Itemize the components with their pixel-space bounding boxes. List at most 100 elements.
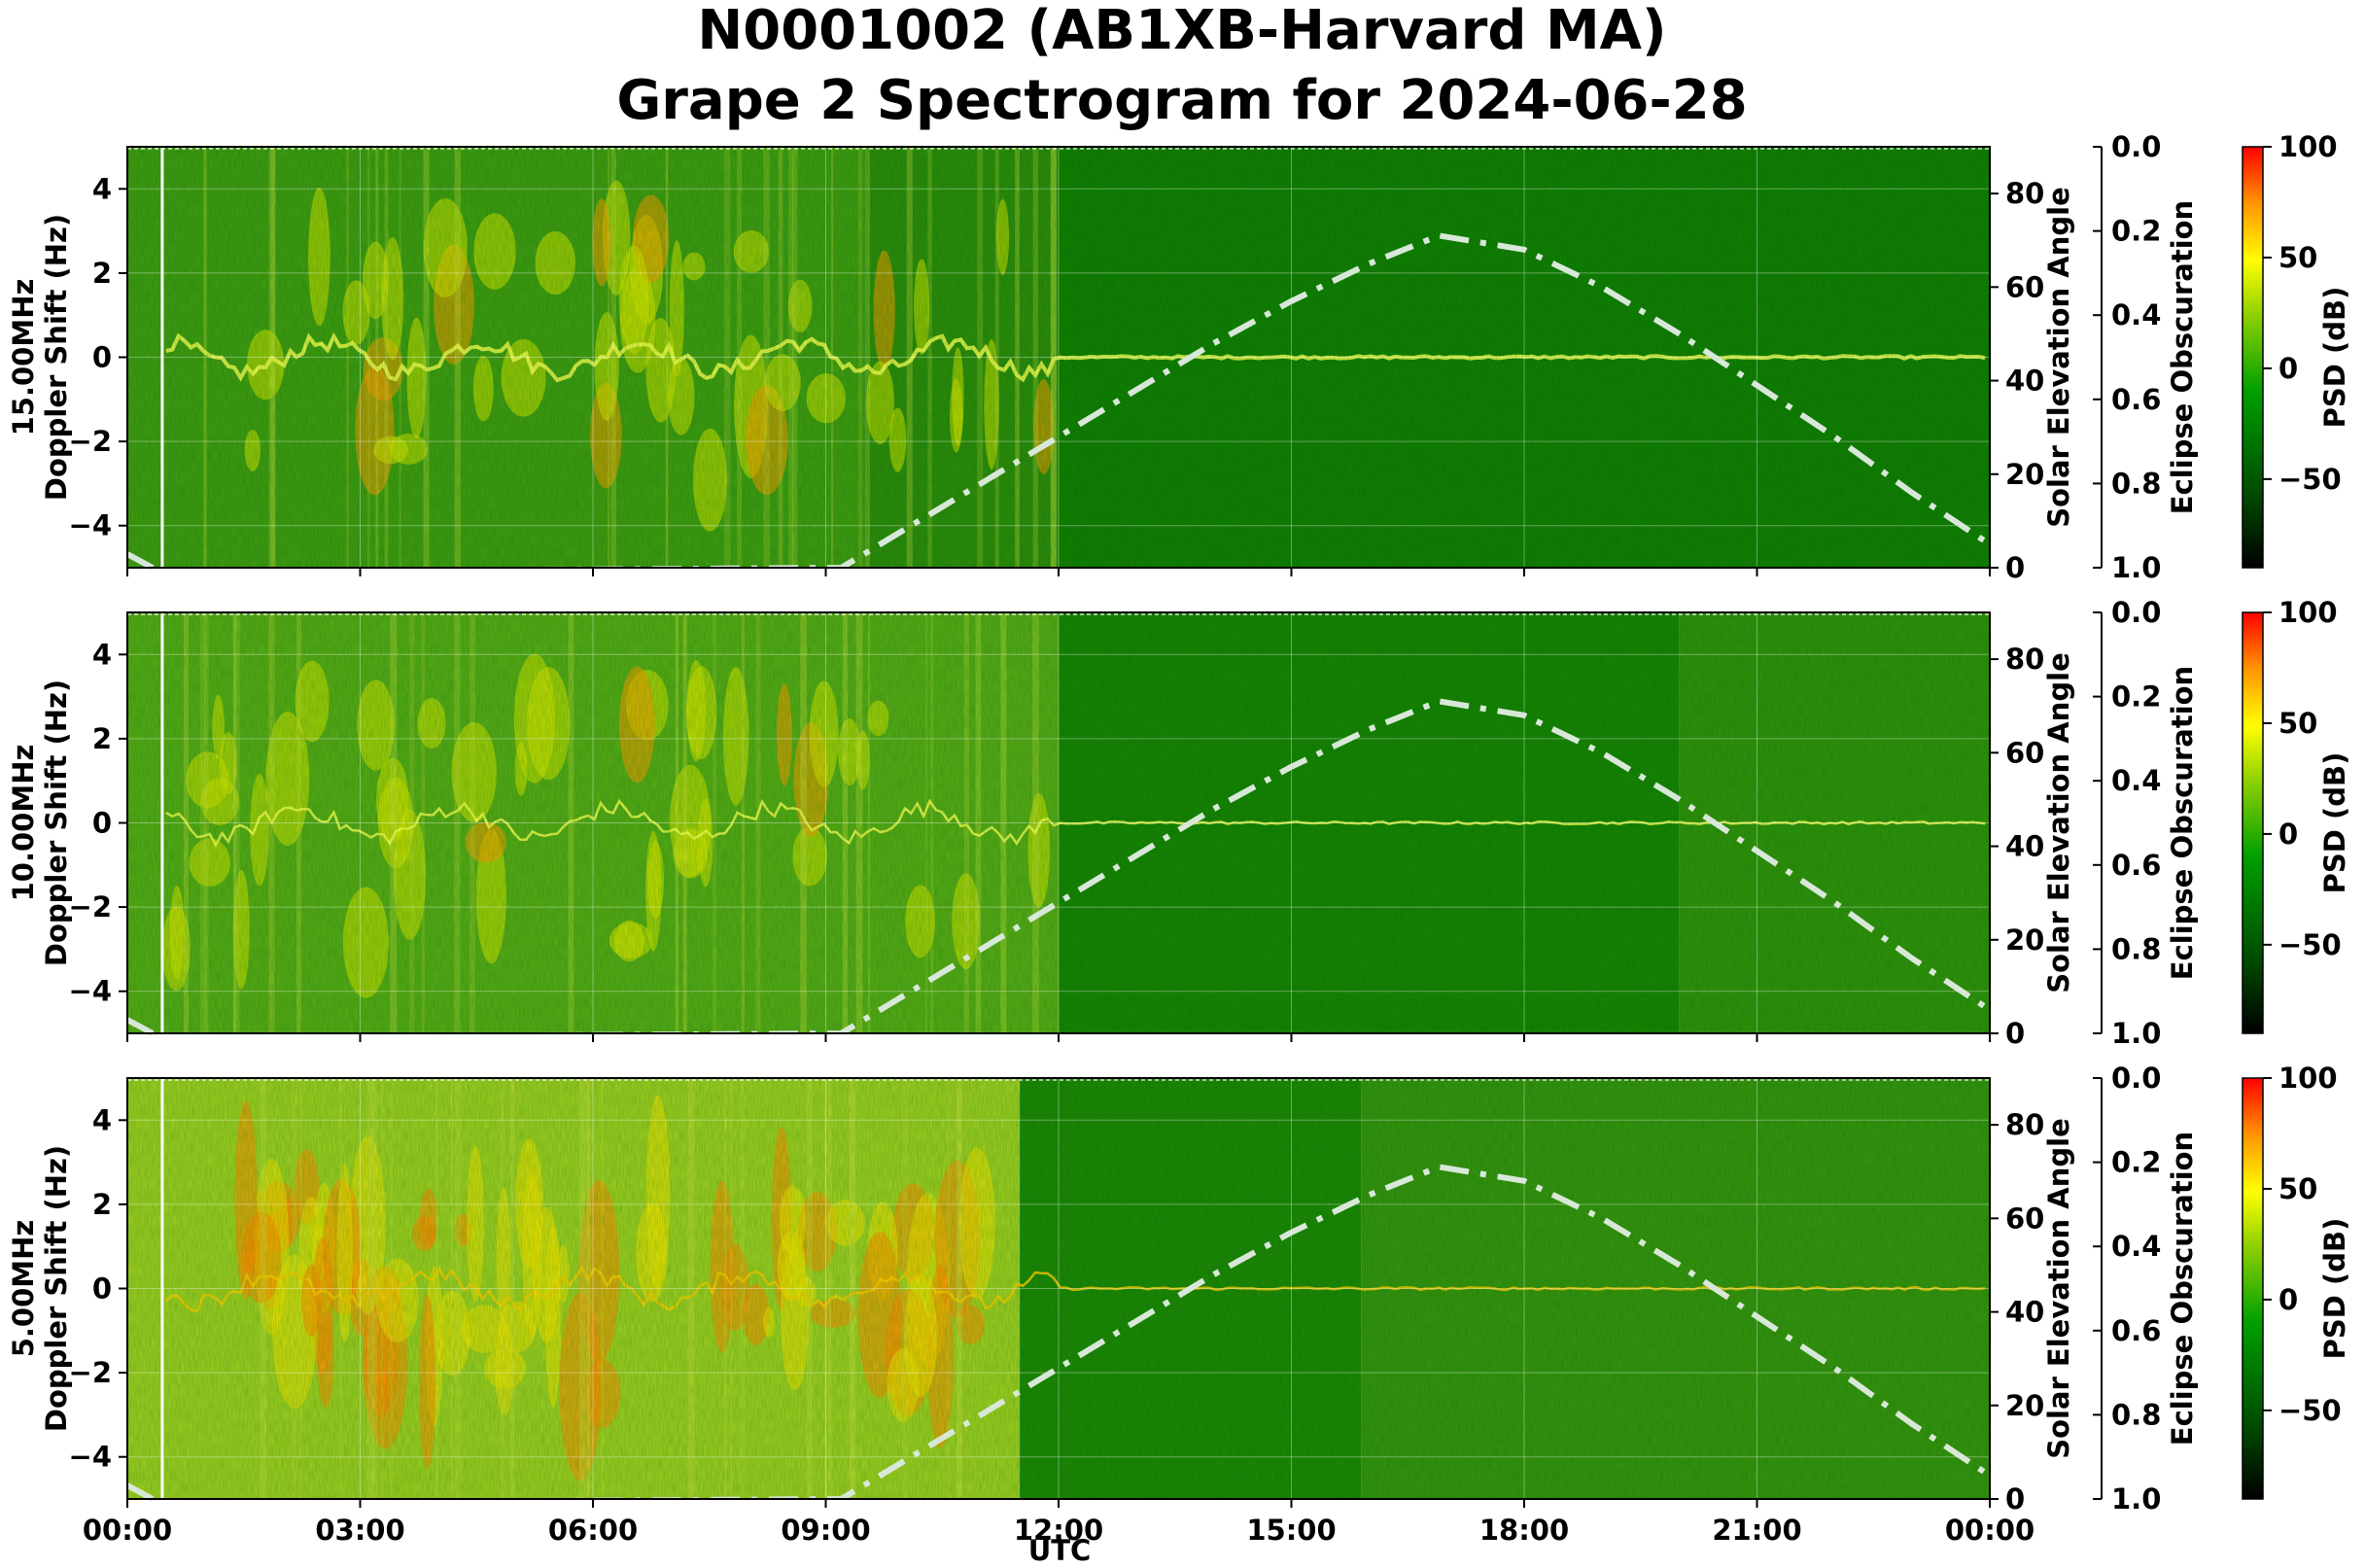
solar-axis-label: Solar Elevation Angle [2042,1118,2075,1459]
figure-title-line-2: Grape 2 Spectrogram for 2024-06-28 [616,69,1747,132]
colorbar-tick-label: 50 [2278,1172,2317,1205]
y-tick-label: 2 [92,722,112,755]
colorbar-tick-label: 100 [2278,130,2338,163]
y-tick-label: 4 [92,638,112,671]
y-tick-label: 0 [92,807,112,840]
y-tick-label: −2 [69,890,112,923]
x-tick-label: 18:00 [1479,1514,1569,1547]
panels-group: 420−2−415.00MHz Doppler Shift (Hz)8060402… [7,130,2351,1547]
x-tick-label: 12:00 [1014,1514,1103,1547]
y-axis-label-doppler: Doppler Shift (Hz) [40,679,73,966]
y-tick-label: −2 [69,1356,112,1389]
eclipse-tick-label: 0.2 [2111,1146,2161,1179]
colorbar-tick-label: −50 [2278,463,2342,496]
noise-texture [127,1078,1990,1499]
colorbar [2242,146,2264,569]
eclipse-tick-label: 0.8 [2111,1398,2161,1431]
eclipse-axis-label: Eclipse Obscuration [2166,200,2199,514]
eclipse-tick-label: 0.6 [2111,849,2161,882]
y-axis-label-doppler: Doppler Shift (Hz) [40,1145,73,1432]
eclipse-axis-label: Eclipse Obscuration [2166,666,2199,980]
eclipse-axis-label: Eclipse Obscuration [2166,1132,2199,1446]
panel-2: 420−2−410.00MHz Doppler Shift (Hz)8060402… [7,596,2351,1050]
solar-tick-label: 60 [2005,736,2044,769]
eclipse-tick-label: 1.0 [2111,1482,2161,1516]
x-tick-label: 03:00 [315,1514,404,1547]
solar-tick-label: 20 [2005,458,2044,491]
solar-axis-label: Solar Elevation Angle [2042,652,2075,993]
noise-texture [127,612,1990,1033]
solar-elevation-start-segment [125,551,155,571]
solar-elevation-start-segment [125,1017,155,1036]
solar-tick-label: 60 [2005,270,2044,303]
noise-texture [127,147,1990,568]
colorbar-label: PSD (dB) [2318,1218,2351,1360]
y-tick-label: −4 [69,1441,112,1474]
eclipse-tick-label: 0.6 [2111,383,2161,416]
solar-tick-label: 0 [2005,1017,2025,1050]
colorbar [2242,611,2264,1034]
x-axis-label: UTC [1028,1534,1092,1567]
colorbar-tick-label: 0 [2278,352,2298,385]
y-axis-label-doppler: Doppler Shift (Hz) [40,214,73,501]
x-tick-label: 00:00 [1945,1514,2035,1547]
y-axis-label-freq: 15.00MHz [7,279,40,436]
y-tick-label: 4 [92,172,112,205]
colorbar-tick-label: −50 [2278,928,2342,961]
eclipse-tick-label: 0.0 [2111,1062,2161,1095]
y-tick-label: 4 [92,1103,112,1136]
y-axis-label-freq: 5.00MHz [7,1220,40,1358]
colorbar-tick-label: 50 [2278,241,2317,274]
y-tick-label: 0 [92,341,112,374]
solar-elevation-start-segment [125,1482,155,1502]
eclipse-tick-label: 0.4 [2111,1230,2161,1263]
eclipse-tick-label: 1.0 [2111,1017,2161,1050]
eclipse-tick-label: 0.8 [2111,467,2161,500]
x-tick-label: 15:00 [1246,1514,1336,1547]
y-tick-label: −4 [69,509,112,542]
colorbar-label: PSD (dB) [2318,287,2351,429]
colorbar-tick-label: 50 [2278,707,2317,740]
y-tick-label: 0 [92,1272,112,1306]
colorbar-tick-label: −50 [2278,1394,2342,1427]
x-tick-label: 06:00 [548,1514,638,1547]
y-tick-label: 2 [92,1188,112,1221]
y-tick-label: 2 [92,257,112,290]
eclipse-tick-label: 0.0 [2111,596,2161,629]
solar-tick-label: 80 [2005,1108,2044,1141]
solar-tick-label: 40 [2005,830,2044,863]
colorbar-tick-label: 100 [2278,1062,2338,1095]
solar-tick-label: 40 [2005,365,2044,398]
eclipse-tick-label: 0.2 [2111,215,2161,248]
colorbar-label: PSD (dB) [2318,752,2351,894]
y-tick-label: −2 [69,425,112,458]
eclipse-tick-label: 0.4 [2111,764,2161,797]
eclipse-tick-label: 0.0 [2111,130,2161,163]
eclipse-tick-label: 1.0 [2111,551,2161,584]
x-tick-label: 21:00 [1712,1514,1801,1547]
colorbar [2242,1077,2264,1500]
eclipse-tick-label: 0.4 [2111,298,2161,331]
solar-tick-label: 20 [2005,1389,2044,1422]
panel-1: 420−2−415.00MHz Doppler Shift (Hz)8060402… [7,130,2351,584]
figure-title-line-1: N0001002 (AB1XB-Harvard MA) [697,0,1666,62]
solar-tick-label: 80 [2005,177,2044,210]
colorbar-tick-label: 0 [2278,1283,2298,1316]
solar-tick-label: 20 [2005,923,2044,957]
x-tick-label: 09:00 [781,1514,870,1547]
colorbar-tick-label: 100 [2278,596,2338,629]
eclipse-tick-label: 0.6 [2111,1314,2161,1347]
panel-3: 420−2−45.00MHz Doppler Shift (Hz)00:00 03:… [7,1062,2351,1547]
x-tick-label: 00:00 [83,1514,172,1547]
solar-tick-label: 0 [2005,551,2025,584]
solar-tick-label: 40 [2005,1296,2044,1329]
solar-axis-label: Solar Elevation Angle [2042,187,2075,528]
solar-tick-label: 0 [2005,1482,2025,1516]
eclipse-tick-label: 0.8 [2111,932,2161,965]
solar-tick-label: 80 [2005,643,2044,676]
y-tick-label: −4 [69,975,112,1008]
colorbar-tick-label: 0 [2278,818,2298,851]
eclipse-tick-label: 0.2 [2111,680,2161,714]
solar-tick-label: 60 [2005,1202,2044,1235]
